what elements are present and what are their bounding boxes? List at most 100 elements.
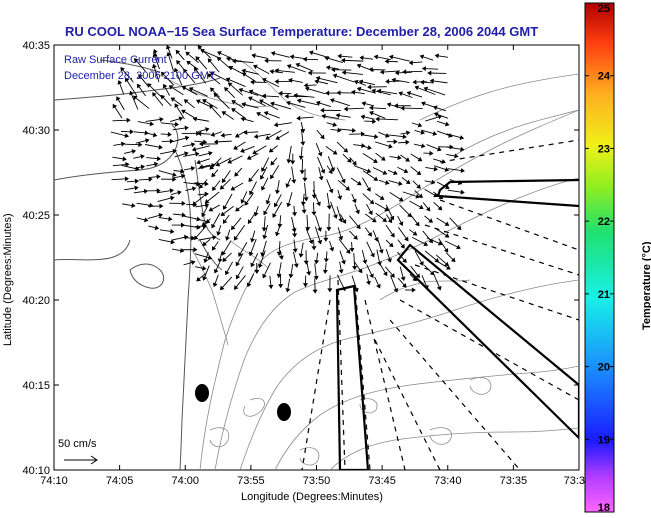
current-vector: [336, 167, 346, 184]
current-vector: [275, 131, 290, 140]
y-tick-label: 40:35: [22, 40, 50, 52]
current-vector: [341, 70, 363, 76]
current-vector: [201, 206, 208, 218]
current-vector: [158, 170, 177, 178]
current-vector: [337, 189, 343, 200]
current-vector: [230, 182, 244, 191]
current-vector: [185, 51, 199, 64]
current-vector: [169, 200, 186, 206]
current-vector: [248, 96, 266, 107]
radar-beams-solid: [335, 178, 579, 470]
current-vector: [323, 251, 329, 263]
current-vector: [133, 188, 149, 194]
legend-line-2: December 28, 2006 2100 GMT: [64, 70, 216, 82]
current-vector: [272, 201, 283, 218]
current-vector: [194, 181, 209, 187]
current-vector: [317, 156, 326, 174]
current-vector: [138, 176, 153, 182]
current-vector: [148, 188, 161, 194]
current-vector: [412, 79, 427, 85]
current-vector: [371, 88, 391, 96]
current-vector: [228, 65, 245, 75]
current-vector: [436, 260, 451, 270]
current-vector: [426, 144, 442, 152]
current-vector: [293, 251, 299, 268]
current-vector: [244, 192, 254, 206]
current-vector: [211, 241, 219, 251]
current-vector: [398, 139, 410, 145]
current-vector: [270, 51, 290, 58]
current-vector: [388, 134, 407, 140]
current-vector: [367, 84, 387, 90]
current-vector: [241, 102, 259, 109]
current-vector: [161, 138, 174, 144]
current-vector: [351, 275, 359, 293]
current-vector: [268, 275, 274, 290]
current-vector: [410, 153, 423, 162]
current-vector: [275, 180, 281, 195]
current-vector: [147, 212, 163, 219]
current-vector: [202, 238, 211, 247]
current-vector: [326, 165, 333, 175]
current-vector: [193, 66, 207, 84]
current-vector: [252, 145, 267, 155]
current-vector: [391, 77, 410, 83]
current-vector: [340, 127, 357, 133]
current-vector: [337, 227, 344, 241]
current-vector: [302, 168, 308, 182]
current-vector: [376, 88, 398, 95]
current-vector: [112, 156, 127, 162]
current-vector: [366, 264, 374, 279]
current-vector: [250, 230, 256, 243]
current-vector: [338, 238, 351, 254]
colorbar-tick-label: 21: [598, 289, 610, 301]
current-vector: [362, 193, 375, 205]
current-vector: [203, 252, 209, 264]
current-vector: [183, 166, 196, 172]
colorbar-label: Temperature (°C): [641, 241, 651, 330]
current-vector: [224, 261, 233, 276]
current-vector: [204, 191, 220, 204]
current-vector: [277, 215, 283, 229]
colorbar-tick-label: 20: [598, 362, 610, 374]
current-vector: [278, 273, 284, 289]
current-vector: [424, 179, 436, 185]
current-vector: [231, 108, 247, 120]
marker-dot-1: [195, 384, 209, 402]
colorbar: 25 24 23 22 21 20 19 18 Temperature (°C): [584, 2, 651, 514]
current-vector: [435, 254, 449, 267]
current-vector: [209, 71, 230, 83]
current-vector: [315, 215, 322, 232]
current-vector: [172, 125, 189, 131]
current-vector: [268, 145, 278, 153]
current-vector: [175, 49, 185, 61]
current-vector: [269, 69, 283, 75]
scale-label: 50 cm/s: [58, 438, 97, 450]
current-vector: [331, 67, 352, 73]
current-vector: [221, 240, 232, 256]
current-vector: [409, 200, 424, 210]
current-vector: [211, 169, 219, 178]
current-vector: [374, 141, 393, 149]
current-vector: [263, 202, 271, 216]
current-vector: [361, 101, 375, 107]
current-vector: [120, 67, 134, 83]
current-vector: [238, 87, 259, 96]
current-vector: [270, 165, 280, 180]
current-vector: [388, 54, 411, 62]
current-vector: [372, 167, 388, 175]
current-vector: [325, 65, 339, 71]
current-vector: [414, 129, 426, 135]
current-vector: [398, 91, 413, 99]
current-vector: [116, 96, 125, 111]
current-vector: [111, 176, 129, 182]
current-vector: [436, 217, 450, 226]
current-vector: [160, 71, 175, 86]
current-vector: [296, 98, 319, 106]
current-vector: [125, 77, 138, 96]
current-vector: [221, 111, 235, 120]
current-vector: [361, 145, 372, 150]
current-vector: [231, 58, 254, 64]
current-vector: [173, 173, 186, 179]
current-vector: [273, 122, 292, 128]
